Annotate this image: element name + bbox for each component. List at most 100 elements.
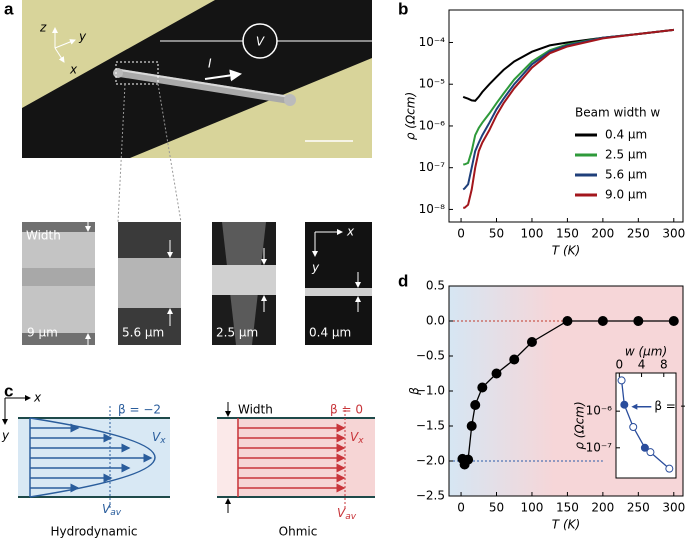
average-velocity-label: Vav bbox=[337, 506, 357, 522]
data-point bbox=[640, 443, 649, 452]
y-tick-label: −0.5 bbox=[416, 349, 445, 363]
axis-label: x bbox=[33, 391, 42, 405]
y-tick-label: −2.0 bbox=[416, 454, 445, 468]
axis-label: y bbox=[78, 30, 87, 44]
current-label: I bbox=[208, 57, 212, 71]
x-tick-label: 8 bbox=[660, 358, 668, 372]
data-point bbox=[617, 376, 626, 385]
annotation: β = −2 bbox=[654, 399, 685, 413]
axis-label: y bbox=[1, 429, 10, 443]
velocity-symbol: V bbox=[337, 506, 346, 520]
y-tick-label: 10⁻⁸ bbox=[419, 202, 446, 216]
panel-label: c bbox=[4, 381, 13, 400]
velocity-subscript: x bbox=[159, 436, 166, 446]
velocity-subscript: av bbox=[110, 508, 122, 518]
flow-diagram bbox=[2, 395, 375, 513]
y-tick-label: 10⁻⁷ bbox=[586, 440, 613, 454]
data-point bbox=[466, 421, 477, 431]
y-tick-label: −2.5 bbox=[416, 489, 445, 503]
data-point bbox=[633, 316, 644, 326]
y-tick-label: 0.0 bbox=[426, 314, 445, 328]
panel-label: d bbox=[398, 271, 408, 290]
x-tick-label: 300 bbox=[662, 501, 685, 515]
caption: Hydrodynamic bbox=[50, 525, 137, 539]
axis-label: y bbox=[311, 261, 320, 275]
width-value: 9 μm bbox=[27, 326, 58, 340]
data-point bbox=[470, 400, 481, 410]
legend-label: 0.4 μm bbox=[605, 128, 647, 142]
data-point bbox=[477, 382, 488, 393]
x-tick-label: 100 bbox=[521, 501, 544, 515]
x-tick-label: 150 bbox=[556, 227, 579, 241]
x-tick-label: 0 bbox=[457, 227, 465, 241]
x-tick-label: 4 bbox=[638, 358, 646, 372]
y-tick-label: 10⁻⁵ bbox=[419, 77, 446, 91]
annotation-arrowhead bbox=[631, 403, 638, 410]
velocity-symbol: V bbox=[152, 430, 161, 444]
y-axis-label: ρ (Ωcm) bbox=[404, 92, 418, 140]
panel-label: b bbox=[398, 0, 408, 18]
data-point bbox=[620, 400, 629, 409]
y-tick-label: 10⁻⁷ bbox=[419, 160, 446, 174]
inset-background bbox=[616, 373, 676, 478]
data-point bbox=[526, 337, 537, 347]
data-point bbox=[463, 454, 474, 465]
width-value: 2.5 μm bbox=[216, 326, 258, 340]
data-point bbox=[668, 316, 679, 326]
beta-label: β = −2 bbox=[118, 403, 161, 417]
x-tick-label: 100 bbox=[521, 227, 544, 241]
plot-frame bbox=[615, 372, 677, 479]
velocity-symbol: V bbox=[350, 430, 359, 444]
x-axis-label: T (K) bbox=[552, 244, 580, 258]
x-tick-label: 150 bbox=[556, 501, 579, 515]
y-tick-label: 10⁻⁴ bbox=[419, 35, 446, 49]
data-point bbox=[491, 368, 502, 379]
velocity-label: Vx bbox=[152, 430, 166, 446]
y-tick-label: 10⁻⁶ bbox=[586, 404, 613, 418]
series-line bbox=[620, 380, 670, 470]
x-tick-label: 0 bbox=[457, 501, 465, 515]
sem-width-images bbox=[22, 222, 372, 345]
x-axis-label: T (K) bbox=[552, 518, 580, 532]
velocity-symbol: V bbox=[102, 502, 111, 516]
data-point bbox=[509, 354, 520, 365]
plot-frame bbox=[448, 9, 684, 223]
x-tick-label: 300 bbox=[662, 227, 685, 241]
sem-image bbox=[22, 0, 372, 223]
panel-label: a bbox=[4, 0, 14, 18]
legend-label: 2.5 μm bbox=[605, 148, 647, 162]
y-axis-label: β bbox=[408, 387, 422, 396]
x-tick-label: 200 bbox=[591, 227, 614, 241]
velocity-label: Vx bbox=[350, 430, 364, 446]
data-point bbox=[562, 316, 573, 326]
width-value: 0.4 μm bbox=[309, 326, 351, 340]
data-point bbox=[646, 448, 655, 457]
series-line bbox=[463, 28, 674, 166]
x-tick-label: 250 bbox=[627, 227, 650, 241]
y-tick-label: −1.0 bbox=[416, 384, 445, 398]
legend-title: Beam width w bbox=[575, 106, 660, 120]
x-tick-label: 50 bbox=[489, 227, 504, 241]
series-line bbox=[462, 28, 674, 102]
y-axis-label: ρ (Ωcm) bbox=[573, 401, 587, 449]
width-value: 5.6 μm bbox=[122, 326, 164, 340]
y-tick-label: −1.5 bbox=[416, 419, 445, 433]
x-tick-label: 0 bbox=[616, 358, 624, 372]
beta-label: β = 0 bbox=[330, 403, 363, 417]
series-line bbox=[463, 28, 674, 209]
velocity-subscript: av bbox=[345, 512, 357, 522]
y-tick-label: 10⁻⁶ bbox=[419, 118, 446, 132]
axis-label: z bbox=[39, 21, 47, 35]
x-tick-label: 250 bbox=[627, 501, 650, 515]
data-point bbox=[665, 464, 674, 473]
data-point bbox=[629, 422, 638, 431]
x-tick-label: 50 bbox=[489, 501, 504, 515]
x-tick-label: 200 bbox=[591, 501, 614, 515]
average-velocity-label: Vav bbox=[102, 502, 122, 518]
legend-label: 9.0 μm bbox=[605, 188, 647, 202]
data-point bbox=[597, 316, 608, 326]
x-axis-label: w (μm) bbox=[625, 345, 667, 359]
voltage-label: V bbox=[256, 35, 265, 49]
legend-label: 5.6 μm bbox=[605, 168, 647, 182]
